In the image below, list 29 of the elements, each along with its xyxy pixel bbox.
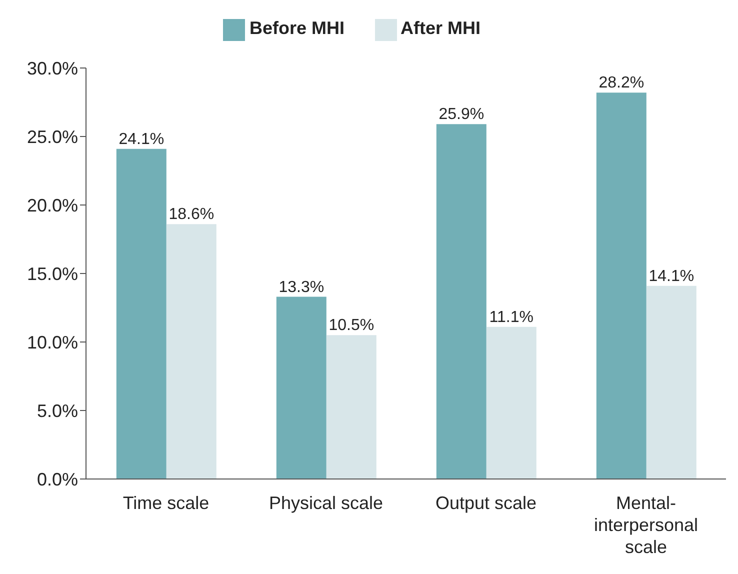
y-tick-label: 10.0% <box>26 332 78 352</box>
data-label: 11.1% <box>489 308 534 326</box>
x-tick-label: Mental-interpersonal scale <box>594 493 698 557</box>
bar <box>436 124 486 479</box>
data-label: 10.5% <box>328 317 374 334</box>
bar <box>116 148 166 479</box>
data-label: 25.9% <box>438 106 484 124</box>
y-tick-label: 5.0% <box>36 400 78 421</box>
bar <box>276 296 326 479</box>
y-tick-label: 25.0% <box>26 126 78 147</box>
bar <box>486 326 536 479</box>
bar <box>166 224 216 479</box>
bar <box>326 335 376 479</box>
y-tick-label: 0.0% <box>36 469 78 490</box>
y-tick-label: 20.0% <box>26 195 78 216</box>
x-tick-label: Output scale <box>435 493 537 513</box>
legend-label: Before MHI <box>249 18 344 38</box>
legend-label: After MHI <box>400 18 480 38</box>
data-label: 24.1% <box>118 130 164 148</box>
data-label: 13.3% <box>278 278 324 296</box>
data-label: 18.6% <box>168 206 214 224</box>
data-label: 14.1% <box>648 268 694 285</box>
bar <box>646 286 696 479</box>
x-tick-label: Physical scale <box>268 493 384 513</box>
y-tick-label: 30.0% <box>26 58 78 78</box>
x-tick-label: Time scale <box>122 493 210 513</box>
y-tick-label: 15.0% <box>26 264 78 284</box>
bar <box>596 92 646 479</box>
data-label: 28.2% <box>598 74 644 92</box>
